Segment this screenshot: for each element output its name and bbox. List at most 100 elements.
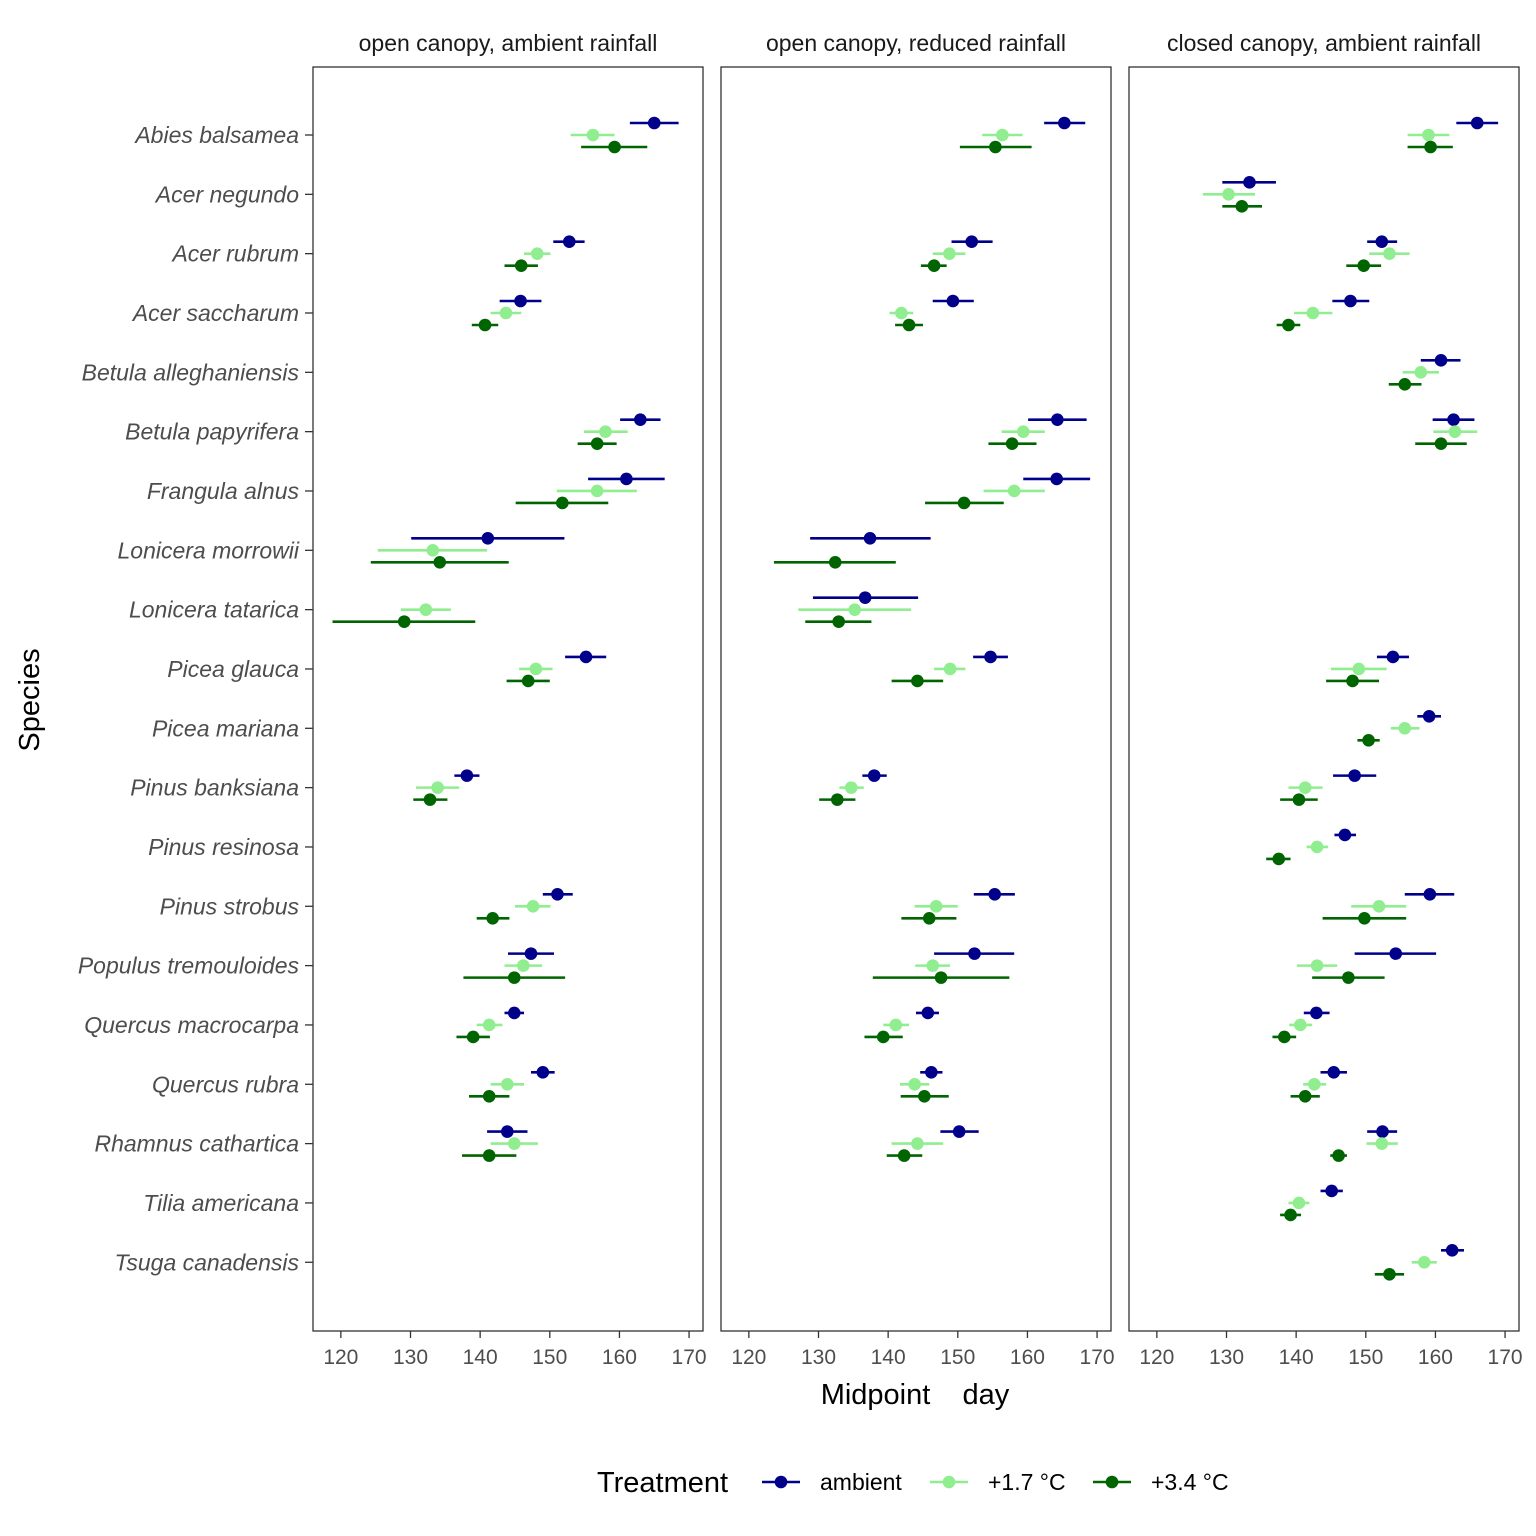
- x-tick-label: 140: [1279, 1346, 1314, 1369]
- species-axis: Abies balsamea Acer negundo Acer rubrum Ace…: [78, 122, 313, 1275]
- point-marker: [501, 1077, 514, 1091]
- point-betula-papyrifera-t17: [1001, 425, 1045, 438]
- panel-border: [312, 66, 704, 1332]
- point-marker: [1445, 1243, 1459, 1257]
- point-abies-balsamea-t34: [959, 140, 1032, 154]
- point-marker: [965, 235, 979, 248]
- x-tick-label: 170: [672, 1346, 707, 1369]
- point-frangula-alnus-t17: [556, 484, 637, 498]
- point-acer-saccharum-t34: [471, 318, 499, 332]
- point-marker: [934, 971, 948, 984]
- point-marker: [1398, 378, 1412, 391]
- point-pinus-banksiana-t17: [416, 781, 460, 794]
- point-lonicera-morrowii-ambient: [810, 532, 931, 545]
- point-pinus-banksiana-ambient: [454, 769, 480, 782]
- point-marker: [426, 544, 440, 557]
- point-marker: [590, 484, 604, 498]
- point-marker: [1434, 437, 1448, 450]
- point-populus-tremouloides-ambient: [508, 947, 554, 960]
- point-betula-papyrifera-t17: [583, 425, 628, 438]
- point-marker: [579, 650, 593, 664]
- y-tick-label-abies-balsamea: Abies balsamea: [133, 122, 299, 148]
- point-rhamnus-cathartica-t34: [886, 1149, 923, 1162]
- point-marker: [989, 140, 1002, 154]
- point-marker: [1310, 959, 1324, 972]
- point-populus-tremouloides-ambient: [934, 947, 1015, 960]
- point-pinus-banksiana-ambient: [862, 769, 887, 782]
- point-marker: [1346, 674, 1359, 688]
- point-marker: [902, 318, 916, 332]
- legend: Treatment ambient +1.7 °C +3.4 °C: [597, 1467, 1229, 1499]
- y-tick-label-pinus-strobus: Pinus strobus: [160, 893, 300, 919]
- point-abies-balsamea-ambient: [1044, 116, 1086, 130]
- point-marker: [1325, 1184, 1338, 1198]
- point-marker: [1434, 354, 1448, 367]
- legend-label: +1.7 °C: [988, 1469, 1066, 1495]
- point-pinus-strobus-t17: [914, 899, 958, 913]
- point-quercus-rubra-t17: [490, 1077, 525, 1091]
- point-marker: [599, 425, 612, 438]
- point-marker: [556, 496, 569, 510]
- point-marker: [1294, 1018, 1307, 1032]
- y-tick-label-picea-mariana: Picea mariana: [152, 715, 299, 741]
- point-picea-glauca-t17: [934, 662, 966, 676]
- point-rhamnus-cathartica-t34: [1330, 1149, 1347, 1162]
- point-marker: [1058, 116, 1071, 130]
- point-marker: [968, 947, 981, 960]
- point-abies-balsamea-t17: [1407, 128, 1450, 142]
- point-betula-papyrifera-t34: [577, 437, 617, 450]
- point-marker: [876, 1030, 890, 1044]
- point-acer-negundo-t17: [1202, 188, 1256, 201]
- y-tick-label-pinus-banksiana: Pinus banksiana: [130, 775, 299, 801]
- point-picea-glauca-t17: [1330, 662, 1387, 676]
- y-axis-title: Species: [14, 648, 46, 751]
- panel-title: open canopy, ambient rainfall: [359, 30, 658, 56]
- point-picea-glauca-ambient: [1376, 650, 1409, 664]
- point-quercus-macrocarpa-ambient: [504, 1006, 525, 1020]
- point-marker: [1362, 734, 1375, 747]
- x-tick-label: 170: [1488, 1346, 1523, 1369]
- point-marker: [828, 556, 842, 569]
- point-quercus-rubra-t17: [899, 1077, 930, 1091]
- panel-points: [332, 116, 679, 1162]
- point-picea-mariana-ambient: [1417, 710, 1441, 723]
- x-tick-label: 140: [871, 1346, 906, 1369]
- y-tick-label-tsuga-canadensis: Tsuga canadensis: [114, 1249, 299, 1275]
- point-marker: [921, 1006, 935, 1020]
- point-marker: [507, 1137, 521, 1150]
- point-marker: [1050, 472, 1063, 486]
- point-rhamnus-cathartica-ambient: [487, 1125, 528, 1138]
- point-betula-alleghaniensis-t17: [1402, 366, 1439, 379]
- point-marker: [501, 1125, 514, 1138]
- point-rhamnus-cathartica-ambient: [940, 1125, 979, 1138]
- point-marker: [1292, 1196, 1306, 1210]
- point-lonicera-tatarica-t34: [332, 615, 476, 628]
- point-populus-tremouloides-t17: [1296, 959, 1338, 972]
- point-marker: [1338, 828, 1352, 842]
- point-marker: [562, 235, 576, 248]
- panel-title: open canopy, reduced rainfall: [766, 30, 1066, 56]
- y-tick-label-betula-papyrifera: Betula papyrifera: [125, 419, 299, 445]
- point-marker: [1278, 1030, 1291, 1044]
- panel-1: open canopy, ambient rainfall 120 130 140 15…: [312, 30, 707, 1369]
- point-marker: [908, 1077, 921, 1091]
- point-acer-rubrum-ambient: [1367, 235, 1398, 248]
- point-quercus-rubra-ambient: [530, 1065, 555, 1079]
- point-populus-tremouloides-t34: [1312, 971, 1385, 984]
- point-quercus-macrocarpa-t34: [456, 1030, 490, 1044]
- point-marker: [507, 1006, 521, 1020]
- x-axis: 120 130 140 150 160 170: [731, 1331, 1115, 1369]
- point-marker: [957, 496, 971, 510]
- point-marker: [1284, 1208, 1297, 1222]
- point-pinus-strobus-ambient: [1404, 887, 1455, 901]
- y-tick-label-populus-tremouloides: Populus tremouloides: [78, 953, 300, 979]
- point-marker: [634, 413, 647, 426]
- point-marker: [433, 556, 447, 569]
- point-marker: [1448, 425, 1462, 438]
- point-quercus-rubra-ambient: [1320, 1065, 1347, 1079]
- point-marker: [482, 1089, 496, 1103]
- x-tick-label: 130: [393, 1346, 428, 1369]
- point-frangula-alnus-ambient: [1023, 472, 1091, 486]
- point-marker: [521, 674, 535, 688]
- point-populus-tremouloides-t34: [872, 971, 1010, 984]
